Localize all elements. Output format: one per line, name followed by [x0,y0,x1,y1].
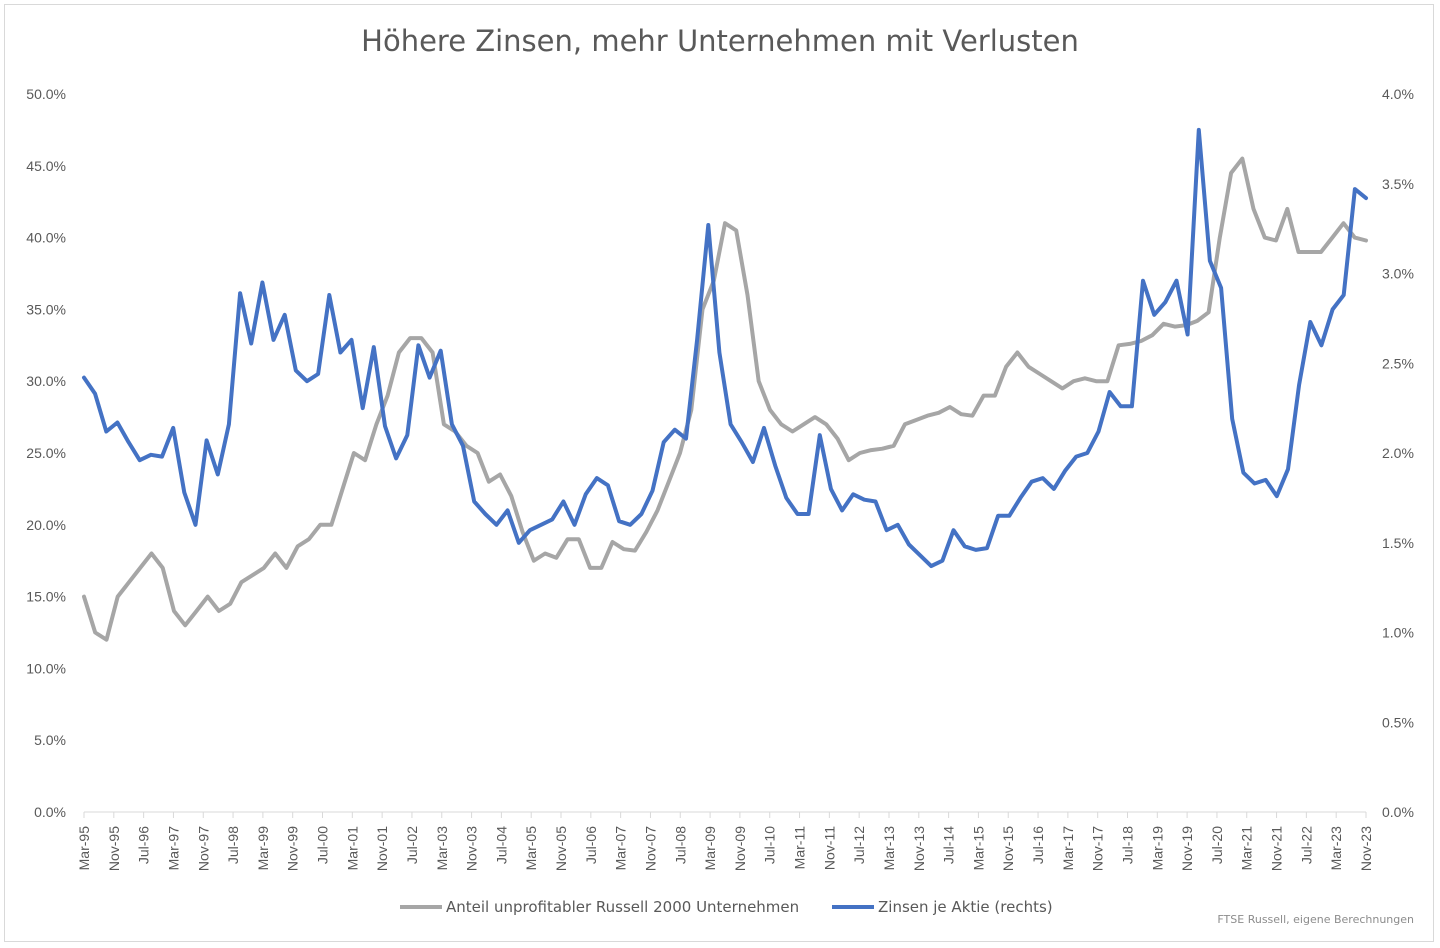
x-tick-label: Nov-19 [1179,826,1195,871]
x-tick-label: Mar-07 [613,826,629,871]
series-lines [82,127,1368,642]
x-tick-label: Jul-16 [1030,826,1046,864]
x-tick-label: Jul-08 [672,826,688,864]
x-tick-label: Nov-07 [642,826,658,871]
right-y-axis-ticks: 0.0% 0.5% 1.0% 1.5% 2.0% 2.5% 3.0% 3.5% 4.0% [1382,86,1414,820]
legend-item-interest: Zinsen je Aktie (rechts) [832,898,1053,916]
x-tick-label: Jul-14 [941,826,957,864]
right-tick-label: 2.0% [1382,445,1414,461]
x-tick-label: Mar-97 [165,826,181,871]
x-tick-label: Mar-21 [1239,826,1255,871]
right-tick-label: 2.5% [1382,355,1414,371]
legend: Anteil unprofitabler Russell 2000 Untern… [0,898,1440,918]
x-tick-label: Nov-95 [106,826,122,871]
x-tick-label: Jul-10 [762,826,778,864]
x-tick-label: Mar-03 [434,826,450,871]
x-tick-label: Jul-96 [136,826,152,864]
x-tick-label: Nov-17 [1090,826,1106,871]
x-tick-label: Nov-09 [732,826,748,871]
right-tick-label: 0.5% [1382,714,1414,730]
left-tick-label: 15.0% [26,589,66,605]
left-tick-label: 35.0% [26,301,66,317]
x-tick-label: Nov-97 [195,826,211,871]
x-tick-label: Mar-15 [970,826,986,871]
x-tick-label: Nov-21 [1269,826,1285,871]
x-tick-label: Mar-23 [1328,826,1344,871]
left-tick-label: 45.0% [26,158,66,174]
right-tick-label: 0.0% [1382,804,1414,820]
series-line-interest-per-share [82,127,1368,569]
legend-swatch-blue [832,905,874,909]
x-tick-label: Jul-02 [404,826,420,864]
x-tick-label: Mar-95 [76,826,92,871]
x-tick-label: Nov-03 [464,826,480,871]
x-tick-label: Mar-19 [1149,826,1165,871]
legend-swatch-gray [400,905,442,909]
x-tick-label: Jul-18 [1119,826,1135,864]
left-y-axis-ticks: 0.0% 5.0% 10.0% 15.0% 20.0% 25.0% 30.0% 35.0% 40… [26,86,66,820]
x-tick-label: Mar-05 [523,826,539,871]
x-tick-label: Nov-15 [1000,826,1016,871]
x-tick-label: Mar-11 [792,826,808,870]
left-tick-label: 30.0% [26,373,66,389]
x-tick-label: Jul-12 [851,826,867,864]
x-tick-label: Nov-01 [374,826,390,871]
x-tick-label: Jul-22 [1298,826,1314,864]
legend-label-interest: Zinsen je Aktie (rechts) [878,898,1053,916]
left-tick-label: 20.0% [26,517,66,533]
right-tick-label: 4.0% [1382,86,1414,102]
x-axis-ticks: Mar-95 Nov-95 Jul-96 Mar-97 Nov-97 Jul-98 Mar-… [76,812,1374,871]
x-tick-label: Jul-04 [493,826,509,864]
x-tick-label: Jul-00 [315,826,331,864]
chart-title: Höhere Zinsen, mehr Unternehmen mit Verl… [361,24,1079,58]
x-tick-label: Nov-23 [1358,826,1374,871]
x-tick-label: Nov-05 [553,826,569,871]
left-tick-label: 40.0% [26,230,66,246]
x-tick-label: Jul-20 [1209,826,1225,864]
source-note: FTSE Russell, eigene Berechnungen [1217,913,1414,926]
left-tick-label: 25.0% [26,445,66,461]
left-tick-label: 50.0% [26,86,66,102]
left-tick-label: 0.0% [34,804,66,820]
right-tick-label: 1.0% [1382,625,1414,641]
x-tick-label: Nov-13 [911,826,927,871]
x-tick-label: Jul-06 [583,826,599,864]
series-line-unprofitable-share [82,156,1368,642]
x-tick-label: Mar-13 [881,826,897,871]
x-tick-label: Nov-11 [821,826,837,870]
x-tick-label: Mar-09 [702,826,718,871]
right-tick-label: 3.5% [1382,176,1414,192]
left-tick-label: 5.0% [34,732,66,748]
legend-item-unprofitable: Anteil unprofitabler Russell 2000 Untern… [400,898,799,916]
x-tick-label: Mar-01 [344,826,360,871]
x-tick-label: Jul-98 [225,826,241,864]
legend-label-unprofitable: Anteil unprofitabler Russell 2000 Untern… [446,898,800,916]
left-tick-label: 10.0% [26,660,66,676]
right-tick-label: 3.0% [1382,266,1414,282]
x-tick-label: Nov-99 [285,826,301,871]
right-tick-label: 1.5% [1382,535,1414,551]
x-tick-label: Mar-17 [1060,826,1076,871]
x-tick-label: Mar-99 [255,826,271,871]
